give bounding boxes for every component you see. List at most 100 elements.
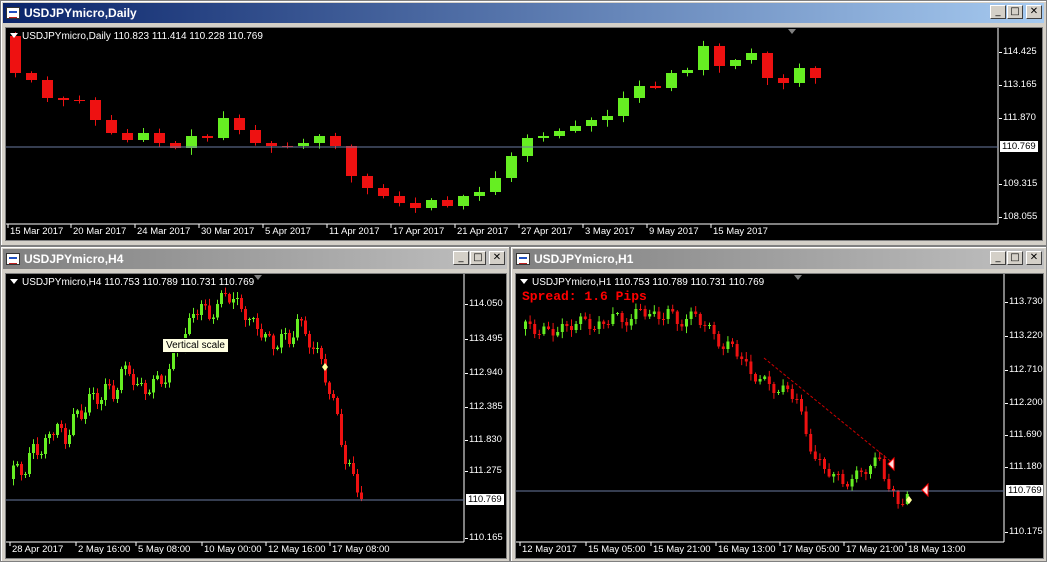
candle-body <box>122 133 133 140</box>
candle-body <box>378 188 389 196</box>
dropdown-triangle-icon[interactable] <box>10 279 18 284</box>
time-tick-label: 17 Apr 2017 <box>393 226 445 237</box>
candle-body <box>882 459 886 479</box>
close-icon[interactable]: ✕ <box>1026 251 1042 265</box>
dropdown-triangle-icon[interactable] <box>520 279 528 284</box>
candle-body <box>832 474 836 477</box>
candle-body <box>859 470 863 472</box>
candle-body <box>250 130 261 143</box>
h4-titlebar[interactable]: USDJPYmicro,H4 _ □ ✕ <box>3 249 507 269</box>
candle-body <box>272 335 275 349</box>
time-tick-label: 21 Apr 2017 <box>457 226 509 237</box>
candle-body <box>112 385 115 399</box>
daily-titlebar[interactable]: USDJPYmicro,Daily _ □ ✕ <box>3 3 1044 23</box>
candle-body <box>754 374 757 382</box>
chart-shift-marker <box>254 275 262 280</box>
candle-body <box>746 53 757 60</box>
dropdown-triangle-icon[interactable] <box>10 33 18 38</box>
h4-chart[interactable]: USDJPYmicro,H4 110.753 110.789 110.731 1… <box>5 273 507 559</box>
time-tick-label: 9 May 2017 <box>649 226 699 237</box>
candle-body <box>218 118 229 138</box>
candle-body <box>252 318 255 319</box>
candle-body <box>758 379 762 382</box>
close-icon[interactable]: ✕ <box>1026 5 1042 19</box>
candle-body <box>234 118 245 130</box>
candle-body <box>236 298 239 299</box>
candle-body <box>675 311 679 324</box>
h1-chart[interactable]: USDJPYmicro,H1 110.753 110.789 110.731 1… <box>515 273 1044 559</box>
price-tick-label: 113.495 <box>465 333 503 344</box>
time-tick-label: 10 May 00:00 <box>204 544 262 555</box>
time-tick-label: 17 May 21:00 <box>846 544 904 555</box>
candle-body <box>232 299 235 303</box>
candle-body <box>52 434 55 435</box>
maximize-icon[interactable]: □ <box>1007 5 1023 19</box>
candle-body <box>106 120 117 133</box>
candle-body <box>284 333 287 334</box>
candle-body <box>202 136 213 138</box>
candle-body <box>138 133 149 140</box>
candle-body <box>474 192 485 196</box>
h4-chart-window[interactable]: USDJPYmicro,H4 _ □ ✕ USDJPYmicro,H4 110.… <box>0 246 510 562</box>
current-price-tag: 110.769 <box>999 140 1039 153</box>
time-tick-label: 2 May 16:00 <box>78 544 131 555</box>
candle-body <box>735 344 739 357</box>
time-tick-label: 20 Mar 2017 <box>73 226 127 237</box>
candle-body <box>652 311 656 314</box>
candle-body <box>810 68 821 78</box>
candle-body <box>26 73 37 80</box>
candle-body <box>542 326 546 334</box>
minimize-icon[interactable]: _ <box>990 251 1006 265</box>
minimize-icon[interactable]: _ <box>990 5 1006 19</box>
candle-body <box>708 325 711 326</box>
candle-body <box>92 393 95 394</box>
candle-body <box>618 98 629 116</box>
candle-body <box>256 318 259 329</box>
time-tick-label: 5 May 08:00 <box>138 544 191 555</box>
candle-body <box>639 309 642 310</box>
candle-body <box>168 369 171 383</box>
price-tick-label: 112.385 <box>465 401 503 412</box>
candle-body <box>689 311 693 319</box>
h1-chart-window[interactable]: USDJPYmicro,H1 _ □ ✕ USDJPYmicro,H1 110.… <box>510 246 1047 562</box>
candle-body <box>196 314 199 315</box>
candle-body <box>703 325 707 326</box>
candle-body <box>892 489 895 492</box>
candle-body <box>712 325 716 334</box>
minimize-icon[interactable]: _ <box>453 251 469 265</box>
candle-body <box>606 324 610 325</box>
candle-body <box>60 424 63 428</box>
candle-body <box>602 116 613 120</box>
candle-body <box>602 321 606 324</box>
candle-body <box>565 324 569 326</box>
candle-body <box>76 410 79 414</box>
h1-titlebar[interactable]: USDJPYmicro,H1 _ □ ✕ <box>513 249 1044 269</box>
current-price-tag: 110.769 <box>1005 484 1043 497</box>
candle-body <box>506 156 517 178</box>
candle-body <box>394 196 405 203</box>
daily-chart[interactable]: USDJPYmicro,Daily 110.823 111.414 110.22… <box>5 27 1043 241</box>
time-tick-label: 3 May 2017 <box>585 226 635 237</box>
price-tick-label: 110.175 <box>1005 526 1043 537</box>
candle-body <box>124 365 127 369</box>
candle-body <box>90 100 101 120</box>
maximize-icon[interactable]: □ <box>1007 251 1023 265</box>
candle-body <box>794 68 805 83</box>
candle-body <box>340 414 343 445</box>
daily-chart-window[interactable]: USDJPYmicro,Daily _ □ ✕ USDJPYmicro,Dail… <box>0 0 1047 246</box>
candle-body <box>344 445 347 464</box>
close-icon[interactable]: ✕ <box>489 251 505 265</box>
candle-body <box>570 326 573 330</box>
candle-body <box>767 376 771 384</box>
price-tick-label: 111.830 <box>465 434 502 445</box>
candle-body <box>188 318 191 334</box>
time-tick-label: 28 Apr 2017 <box>12 544 64 555</box>
candle-body <box>154 133 165 143</box>
maximize-icon[interactable]: □ <box>470 251 486 265</box>
price-tick-label: 112.200 <box>1005 397 1043 408</box>
candle-body <box>160 375 163 384</box>
candle-body <box>244 309 247 320</box>
candle-body <box>300 319 303 321</box>
candle-body <box>855 470 859 479</box>
candle-body <box>887 479 891 489</box>
